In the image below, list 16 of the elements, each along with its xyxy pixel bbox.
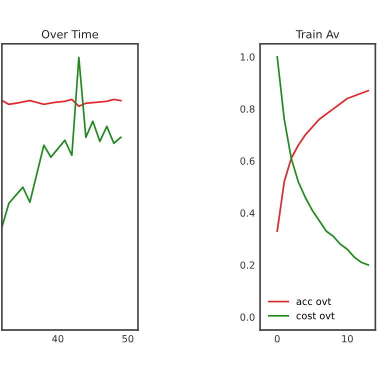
legend-label: acc ovt	[296, 298, 332, 306]
x-tick-label: 40	[52, 335, 64, 342]
y-tick-label: 0.0	[240, 313, 255, 321]
line-series	[276, 56, 370, 266]
x-tick-label: 50	[122, 335, 134, 342]
legend-label: cost ovt	[296, 312, 335, 320]
y-tick-label: 0.6	[240, 157, 255, 165]
line-series	[276, 90, 370, 232]
y-tick-label: 1.0	[240, 53, 255, 61]
y-tick-label: 0.4	[240, 209, 255, 217]
x-tick-label: 10	[342, 335, 353, 342]
x-tick-label: 0	[274, 335, 280, 342]
y-tick-label: 0.2	[240, 261, 254, 269]
chart-title: Train Av	[296, 30, 340, 38]
y-tick-label: 0.8	[240, 105, 255, 113]
chart-title: Over Time	[42, 30, 98, 38]
